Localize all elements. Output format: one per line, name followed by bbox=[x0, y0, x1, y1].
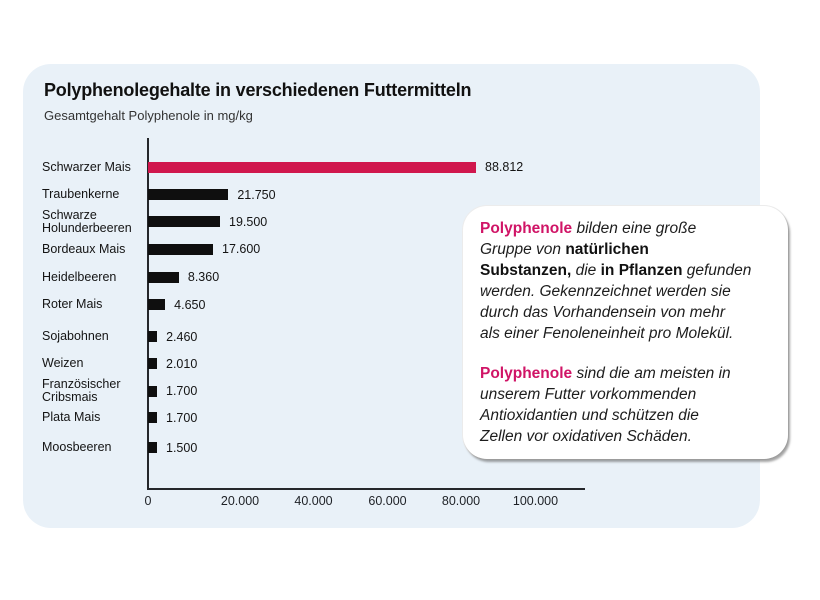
category-label-line: Sojabohnen bbox=[42, 329, 109, 343]
value-label: 19.500 bbox=[229, 214, 268, 229]
info-paragraph: Polyphenole bilden eine große Gruppe von… bbox=[480, 218, 774, 344]
value-label: 21.750 bbox=[237, 187, 276, 202]
chart-title: Polyphenolegehalte in verschiedenen Futt… bbox=[44, 80, 472, 100]
category-label-line: Bordeaux Mais bbox=[42, 241, 126, 256]
value-label: 4.650 bbox=[174, 297, 206, 312]
bar bbox=[148, 299, 166, 310]
info-paragraph: Polyphenole sind die am meisten in unser… bbox=[480, 363, 774, 447]
chart-subtitle: Gesamtgehalt Polyphenole in mg/kg bbox=[44, 108, 253, 123]
x-tick-label: 80.000 bbox=[441, 494, 481, 508]
category-label-line: Heidelbeeren bbox=[42, 269, 117, 284]
info-text-segment: gefunden werden. Gekennzeichnet werden s… bbox=[480, 262, 752, 342]
brand-keyword: Polyphenole bbox=[480, 220, 573, 237]
category-label-line: Traubenkerne bbox=[42, 187, 120, 201]
bar bbox=[148, 358, 157, 369]
category-label: Weizen bbox=[42, 349, 148, 379]
category-label: Schwarze Holunderbeeren bbox=[42, 207, 148, 237]
y-axis-line bbox=[147, 138, 149, 489]
x-tick-label: 60.000 bbox=[368, 494, 407, 508]
category-label-line: Französischer bbox=[42, 377, 121, 391]
x-tick-label: 0 bbox=[144, 494, 152, 508]
bar bbox=[148, 189, 229, 200]
category-label: Moosbeeren bbox=[42, 433, 148, 463]
brand-keyword: Polyphenole bbox=[480, 365, 573, 382]
info-text-segment: sind die am meisten in unserem Futter vo… bbox=[480, 365, 731, 445]
value-label: 2.460 bbox=[166, 329, 198, 344]
category-label-line: Weizen bbox=[42, 356, 84, 370]
bar bbox=[148, 243, 213, 255]
category-label-line: Roter Mais bbox=[42, 297, 103, 311]
category-label-line: Plata Mais bbox=[42, 410, 101, 424]
category-label: Bordeaux Mais bbox=[42, 234, 148, 264]
value-label: 1.700 bbox=[166, 410, 198, 425]
category-label-line: Moosbeeren bbox=[42, 440, 112, 454]
value-label: 2.010 bbox=[166, 356, 198, 371]
value-label: 1.500 bbox=[166, 440, 198, 455]
category-label: Heidelbeeren bbox=[42, 262, 148, 292]
x-axis-line bbox=[147, 488, 585, 490]
bar-highlighted bbox=[148, 161, 476, 173]
value-label: 1.700 bbox=[166, 384, 198, 398]
value-label: 17.600 bbox=[222, 242, 261, 256]
bar bbox=[148, 442, 157, 453]
value-label: 8.360 bbox=[187, 270, 220, 284]
category-label-line: Cribsmais bbox=[42, 390, 98, 404]
bar bbox=[148, 216, 221, 227]
bar bbox=[148, 385, 157, 397]
bar bbox=[148, 412, 157, 423]
info-text-segment: in Pflanzen bbox=[600, 262, 683, 279]
x-tick-label: 100.000 bbox=[512, 494, 559, 508]
category-label: Französischer Cribsmais bbox=[42, 376, 148, 406]
category-label-line: Schwarze bbox=[42, 207, 97, 222]
value-label: 88.812 bbox=[485, 160, 524, 174]
x-tick-label: 20.000 bbox=[220, 494, 260, 508]
info-text-segment: die bbox=[571, 262, 601, 279]
x-tick-label: 40.000 bbox=[294, 494, 333, 508]
info-text-segment: bilden eine große Gruppe von bbox=[480, 220, 697, 258]
category-label-line: Holunderbeeren bbox=[42, 220, 132, 235]
info-box: Polyphenole bilden eine große Gruppe von… bbox=[463, 206, 788, 459]
category-label: Roter Mais bbox=[42, 290, 148, 320]
bar bbox=[148, 331, 158, 342]
category-label: Traubenkerne bbox=[42, 180, 148, 210]
bar-chart: Schwarzer Mais 88.812 Traubenkerne 21.750 Sc… bbox=[23, 64, 760, 528]
info-text-segment: natürlichen Substanzen, bbox=[480, 241, 649, 279]
category-label: Sojabohnen bbox=[42, 322, 148, 352]
category-label: Schwarzer Mais bbox=[42, 152, 148, 182]
bar bbox=[148, 271, 179, 283]
category-label-line: Schwarzer Mais bbox=[42, 159, 131, 174]
category-label: Plata Mais bbox=[42, 403, 148, 433]
